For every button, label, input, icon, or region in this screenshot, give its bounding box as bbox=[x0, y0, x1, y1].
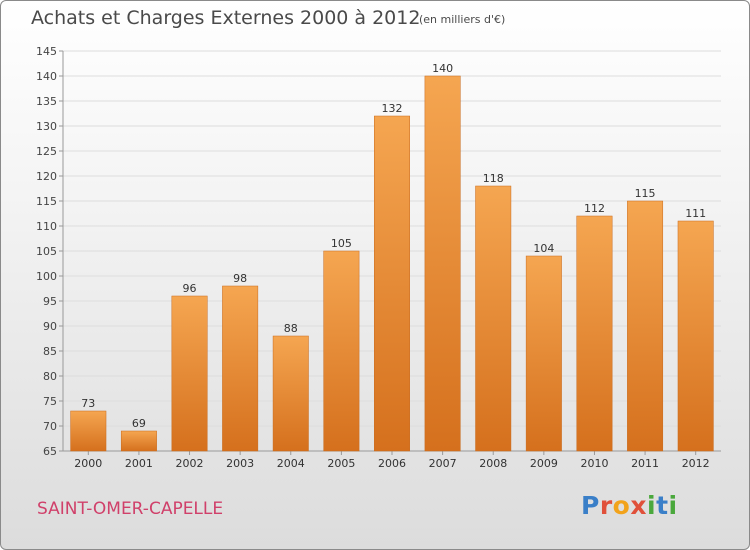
x-tick-label: 2005 bbox=[327, 457, 355, 470]
y-tick-label: 145 bbox=[36, 45, 57, 58]
logo-letter: t bbox=[656, 491, 669, 520]
proxiti-logo[interactable]: Proxiti bbox=[581, 491, 678, 520]
x-tick-label: 2008 bbox=[479, 457, 507, 470]
x-tick-label: 2006 bbox=[378, 457, 406, 470]
bar-2004 bbox=[272, 335, 309, 452]
x-tick-label: 2009 bbox=[530, 457, 558, 470]
logo-letter: x bbox=[630, 491, 647, 520]
data-label: 140 bbox=[432, 62, 453, 75]
data-label: 73 bbox=[81, 397, 95, 410]
y-tick-label: 125 bbox=[36, 145, 57, 158]
logo-letter: r bbox=[599, 491, 613, 520]
data-label: 104 bbox=[533, 242, 554, 255]
x-tick-label: 2002 bbox=[176, 457, 204, 470]
y-tick-label: 70 bbox=[43, 420, 57, 433]
y-tick-label: 110 bbox=[36, 220, 57, 233]
logo-letter: P bbox=[581, 491, 600, 520]
data-label: 112 bbox=[584, 202, 605, 215]
data-labels: 73 69 96 98 88 105 132 140 118 104 112 115 111 bbox=[81, 62, 706, 430]
data-label: 115 bbox=[635, 187, 656, 200]
bar-2007 bbox=[424, 75, 461, 452]
data-label: 118 bbox=[483, 172, 504, 185]
chart-title: Achats et Charges Externes 2000 à 2012 bbox=[31, 7, 421, 29]
y-tick-label: 120 bbox=[36, 170, 57, 183]
bar-2006 bbox=[374, 115, 410, 452]
bar-2005 bbox=[323, 250, 360, 452]
data-label: 96 bbox=[183, 282, 197, 295]
bars bbox=[70, 75, 714, 452]
data-label: 111 bbox=[685, 207, 706, 220]
data-label: 98 bbox=[233, 272, 247, 285]
y-tick-label: 130 bbox=[36, 120, 57, 133]
bar-2002 bbox=[171, 295, 208, 452]
x-tick-label: 2004 bbox=[277, 457, 305, 470]
x-tick-label: 2003 bbox=[226, 457, 254, 470]
data-label: 88 bbox=[284, 322, 298, 335]
y-tick-label: 95 bbox=[43, 295, 57, 308]
axes: 65 70 75 80 85 90 95 100 105 110 115 120 125 130 135 14… bbox=[36, 45, 721, 470]
bar-2008 bbox=[475, 185, 512, 452]
chart-subtitle: (en milliers d'€) bbox=[419, 13, 506, 26]
bar-2000 bbox=[70, 410, 107, 452]
x-tick-label: 2007 bbox=[429, 457, 457, 470]
data-label: 132 bbox=[382, 102, 403, 115]
y-tick-label: 140 bbox=[36, 70, 57, 83]
y-tick-label: 100 bbox=[36, 270, 57, 283]
y-tick-label: 75 bbox=[43, 395, 57, 408]
y-tick-label: 80 bbox=[43, 370, 57, 383]
x-tick-label: 2011 bbox=[631, 457, 659, 470]
bar-2003 bbox=[222, 285, 259, 452]
data-label: 105 bbox=[331, 237, 352, 250]
bar-2010 bbox=[576, 215, 613, 452]
logo-letter: i bbox=[668, 491, 678, 520]
x-tick-label: 2010 bbox=[580, 457, 608, 470]
data-label: 69 bbox=[132, 417, 146, 430]
y-tick-label: 115 bbox=[36, 195, 57, 208]
logo-letter: i bbox=[647, 491, 657, 520]
y-tick-label: 65 bbox=[43, 445, 57, 458]
y-tick-label: 90 bbox=[43, 320, 57, 333]
y-tick-label: 105 bbox=[36, 245, 57, 258]
bar-2012 bbox=[677, 220, 714, 452]
x-tick-label: 2000 bbox=[74, 457, 102, 470]
x-tick-label: 2012 bbox=[682, 457, 710, 470]
bar-2011 bbox=[627, 200, 664, 452]
y-tick-label: 135 bbox=[36, 95, 57, 108]
logo-letter: o bbox=[612, 491, 631, 520]
commune-name: SAINT-OMER-CAPELLE bbox=[37, 499, 224, 519]
bar-2001 bbox=[120, 430, 157, 452]
y-tick-label: 85 bbox=[43, 345, 57, 358]
x-tick-label: 2001 bbox=[125, 457, 153, 470]
bar-2009 bbox=[525, 255, 562, 452]
